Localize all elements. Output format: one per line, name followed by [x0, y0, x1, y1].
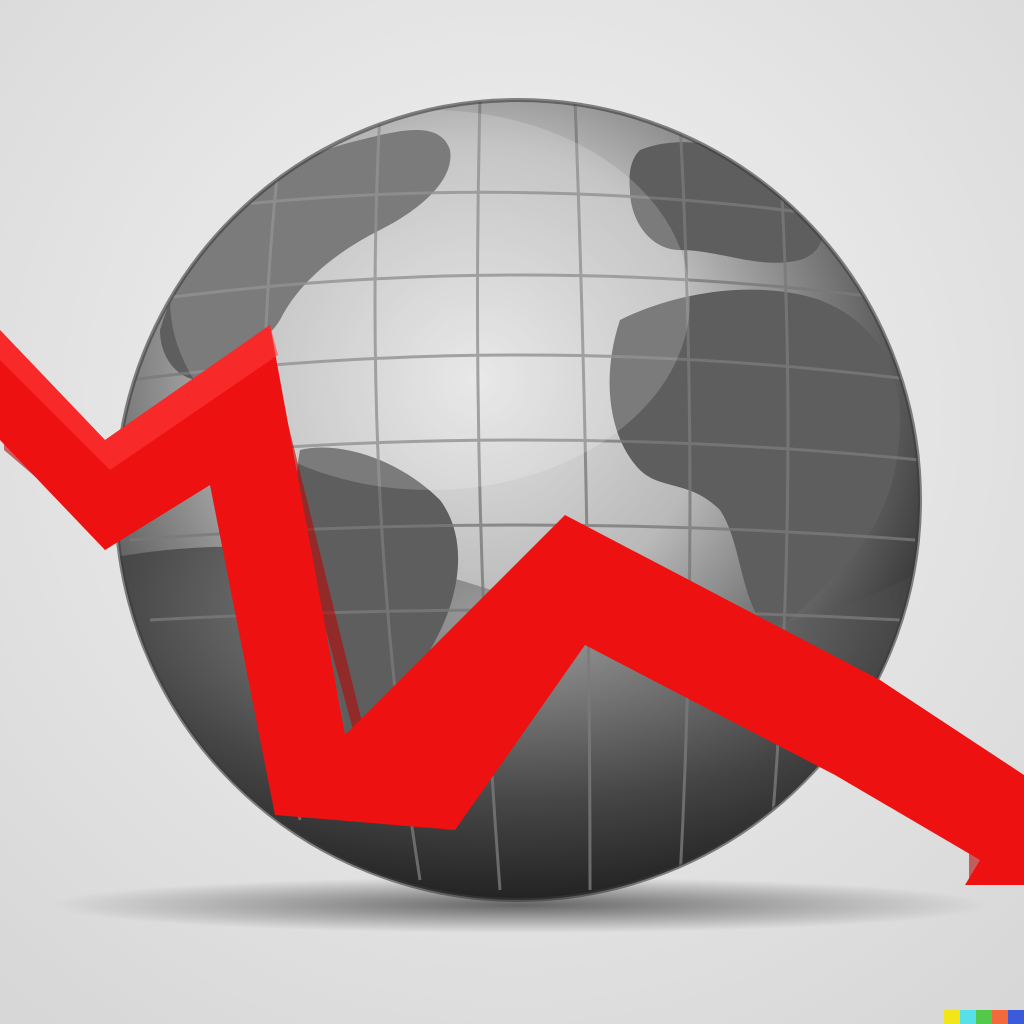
watermark-swatch-orange — [992, 1010, 1008, 1024]
downward-trend-arrow — [0, 325, 1024, 885]
arrow-body — [0, 325, 1024, 885]
ground-shadow — [50, 877, 990, 933]
watermark-swatch-green — [976, 1010, 992, 1024]
watermark-swatch-cyan — [960, 1010, 976, 1024]
africa-landmass — [609, 289, 900, 627]
globe-highlight — [170, 110, 690, 490]
color-watermark — [944, 1010, 1024, 1024]
watermark-swatch-blue — [1008, 1010, 1024, 1024]
watermark-swatch-yellow — [944, 1010, 960, 1024]
arrow-highlight — [0, 325, 278, 470]
